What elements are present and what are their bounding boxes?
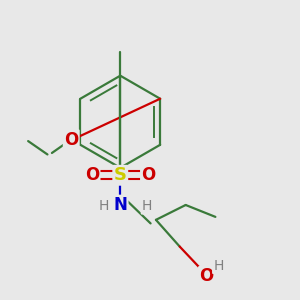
Text: N: N — [113, 196, 127, 214]
Text: S: S — [114, 166, 127, 184]
Text: O: O — [64, 130, 78, 148]
Text: H: H — [99, 200, 109, 214]
Text: O: O — [199, 267, 214, 285]
Text: O: O — [141, 166, 156, 184]
Text: H: H — [142, 200, 152, 214]
Text: O: O — [85, 166, 99, 184]
Text: H: H — [213, 259, 224, 273]
